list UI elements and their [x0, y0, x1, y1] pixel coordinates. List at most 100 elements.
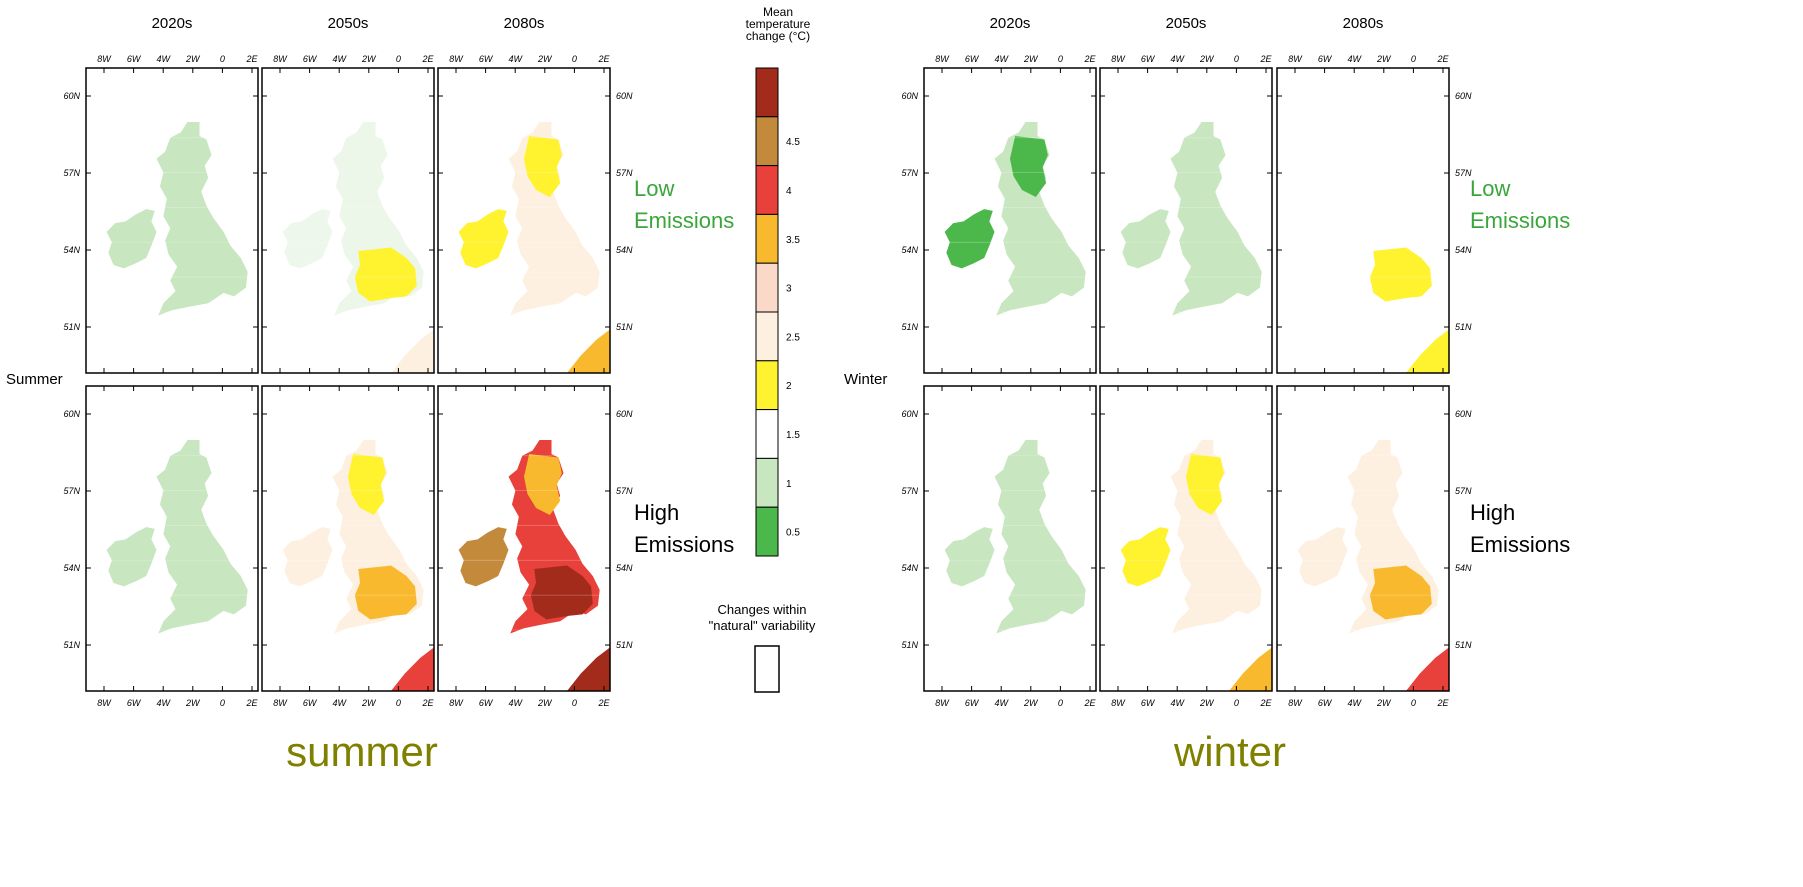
map-frame: [85, 67, 259, 374]
lon-tick-label: 6W: [479, 698, 494, 708]
natural-variability-label: "natural" variability: [709, 618, 816, 633]
lon-tick-label: 6W: [1141, 698, 1156, 708]
map-panel-winter-high-2050s: [1100, 386, 1272, 691]
lon-tick-label: 4W: [156, 54, 171, 64]
lon-tick-label: 0: [572, 54, 577, 64]
lon-tick-label: 0: [1058, 54, 1063, 64]
season-caption: summer: [286, 728, 438, 775]
lon-tick-label: 6W: [965, 698, 980, 708]
lon-tick-label: 4W: [1347, 54, 1362, 64]
legend-tick-label: 0.5: [786, 528, 800, 539]
lat-tick-label: 57N: [63, 486, 80, 496]
season-label: Winter: [844, 371, 887, 388]
scenario-label: Emissions: [1470, 208, 1570, 233]
map-panel-summer-high-2020s: [86, 386, 258, 691]
lat-tick-label: 57N: [901, 486, 918, 496]
legend-swatch: [755, 506, 779, 557]
lat-tick-label: 54N: [901, 563, 918, 573]
lon-tick-label: 2E: [421, 698, 434, 708]
map-frame: [437, 385, 611, 692]
legend-title: temperature: [746, 17, 811, 31]
legend-swatch: [755, 262, 779, 313]
lon-tick-label: 4W: [1170, 54, 1185, 64]
lon-tick-label: 0: [1411, 698, 1416, 708]
map-panel-winter-high-2020s: [924, 386, 1096, 691]
map-frame: [85, 385, 259, 692]
lat-tick-label: 54N: [63, 563, 80, 573]
lat-tick-label: 54N: [616, 245, 633, 255]
lat-tick-label: 51N: [901, 322, 918, 332]
lon-tick-label: 0: [396, 54, 401, 64]
scenario-label: Emissions: [634, 208, 734, 233]
lat-tick-label: 51N: [1455, 640, 1472, 650]
legend-tick-label: 1.5: [786, 430, 800, 441]
natural-variability-swatch: [754, 645, 780, 693]
lon-tick-label: 8W: [1288, 698, 1303, 708]
lon-tick-label: 2E: [1083, 54, 1096, 64]
lon-tick-label: 2E: [245, 54, 258, 64]
lon-tick-label: 8W: [935, 54, 950, 64]
lon-tick-label: 2W: [537, 698, 553, 708]
lon-tick-label: 2W: [1023, 698, 1039, 708]
lon-tick-label: 0: [220, 698, 225, 708]
scenario-label: Emissions: [1470, 532, 1570, 557]
lon-tick-label: 4W: [994, 698, 1009, 708]
decade-label: 2080s: [1343, 15, 1384, 32]
lon-tick-label: 8W: [273, 698, 288, 708]
lon-tick-label: 4W: [994, 54, 1009, 64]
scenario-label: High: [634, 500, 679, 525]
map-frame: [437, 67, 611, 374]
lon-tick-label: 8W: [1111, 698, 1126, 708]
lon-tick-label: 6W: [303, 698, 318, 708]
lat-tick-label: 60N: [901, 409, 918, 419]
lon-tick-label: 2W: [361, 54, 377, 64]
lon-tick-label: 6W: [1318, 698, 1333, 708]
legend-tick-label: 3: [786, 284, 792, 295]
scenario-label: Emissions: [634, 532, 734, 557]
lat-tick-label: 60N: [1455, 91, 1472, 101]
map-frame: [261, 67, 435, 374]
lat-tick-label: 51N: [616, 322, 633, 332]
lon-tick-label: 4W: [1170, 698, 1185, 708]
lon-tick-label: 2E: [245, 698, 258, 708]
lon-tick-label: 6W: [1318, 54, 1333, 64]
legend-title: change (°C): [746, 29, 810, 43]
lon-tick-label: 2E: [597, 54, 610, 64]
lat-tick-label: 51N: [901, 640, 918, 650]
lon-tick-label: 2W: [1023, 54, 1039, 64]
lat-tick-label: 51N: [63, 322, 80, 332]
lon-tick-label: 2E: [597, 698, 610, 708]
legend-swatch: [755, 311, 779, 362]
lat-tick-label: 51N: [616, 640, 633, 650]
lon-tick-label: 8W: [449, 54, 464, 64]
lon-tick-label: 4W: [508, 698, 523, 708]
map-panel-winter-high-2080s: [1277, 386, 1449, 691]
lon-tick-label: 2E: [421, 54, 434, 64]
lat-tick-label: 60N: [63, 91, 80, 101]
lon-tick-label: 8W: [449, 698, 464, 708]
lon-tick-label: 2W: [185, 698, 201, 708]
decade-label: 2050s: [328, 15, 369, 32]
lon-tick-label: 2W: [537, 54, 553, 64]
map-panel-summer-high-2050s: [262, 386, 434, 691]
lon-tick-label: 8W: [1111, 54, 1126, 64]
lon-tick-label: 2W: [1376, 54, 1392, 64]
decade-label: 2020s: [990, 15, 1031, 32]
lat-tick-label: 57N: [63, 168, 80, 178]
lat-tick-label: 54N: [1455, 245, 1472, 255]
map-panel-winter-low-2020s: [924, 68, 1096, 373]
map-panel-summer-low-2020s: [86, 68, 258, 373]
lon-tick-label: 0: [1234, 54, 1239, 64]
legend-tick-label: 1: [786, 479, 792, 490]
lat-tick-label: 54N: [901, 245, 918, 255]
lon-tick-label: 6W: [965, 54, 980, 64]
lat-tick-label: 54N: [1455, 563, 1472, 573]
legend-tick-label: 3.5: [786, 235, 800, 246]
legend-tick-label: 4: [786, 186, 792, 197]
map-frame: [1099, 67, 1273, 374]
legend-swatch: [755, 360, 779, 411]
lon-tick-label: 0: [1234, 698, 1239, 708]
lon-tick-label: 4W: [508, 54, 523, 64]
map-frame: [923, 385, 1097, 692]
lon-tick-label: 2W: [185, 54, 201, 64]
